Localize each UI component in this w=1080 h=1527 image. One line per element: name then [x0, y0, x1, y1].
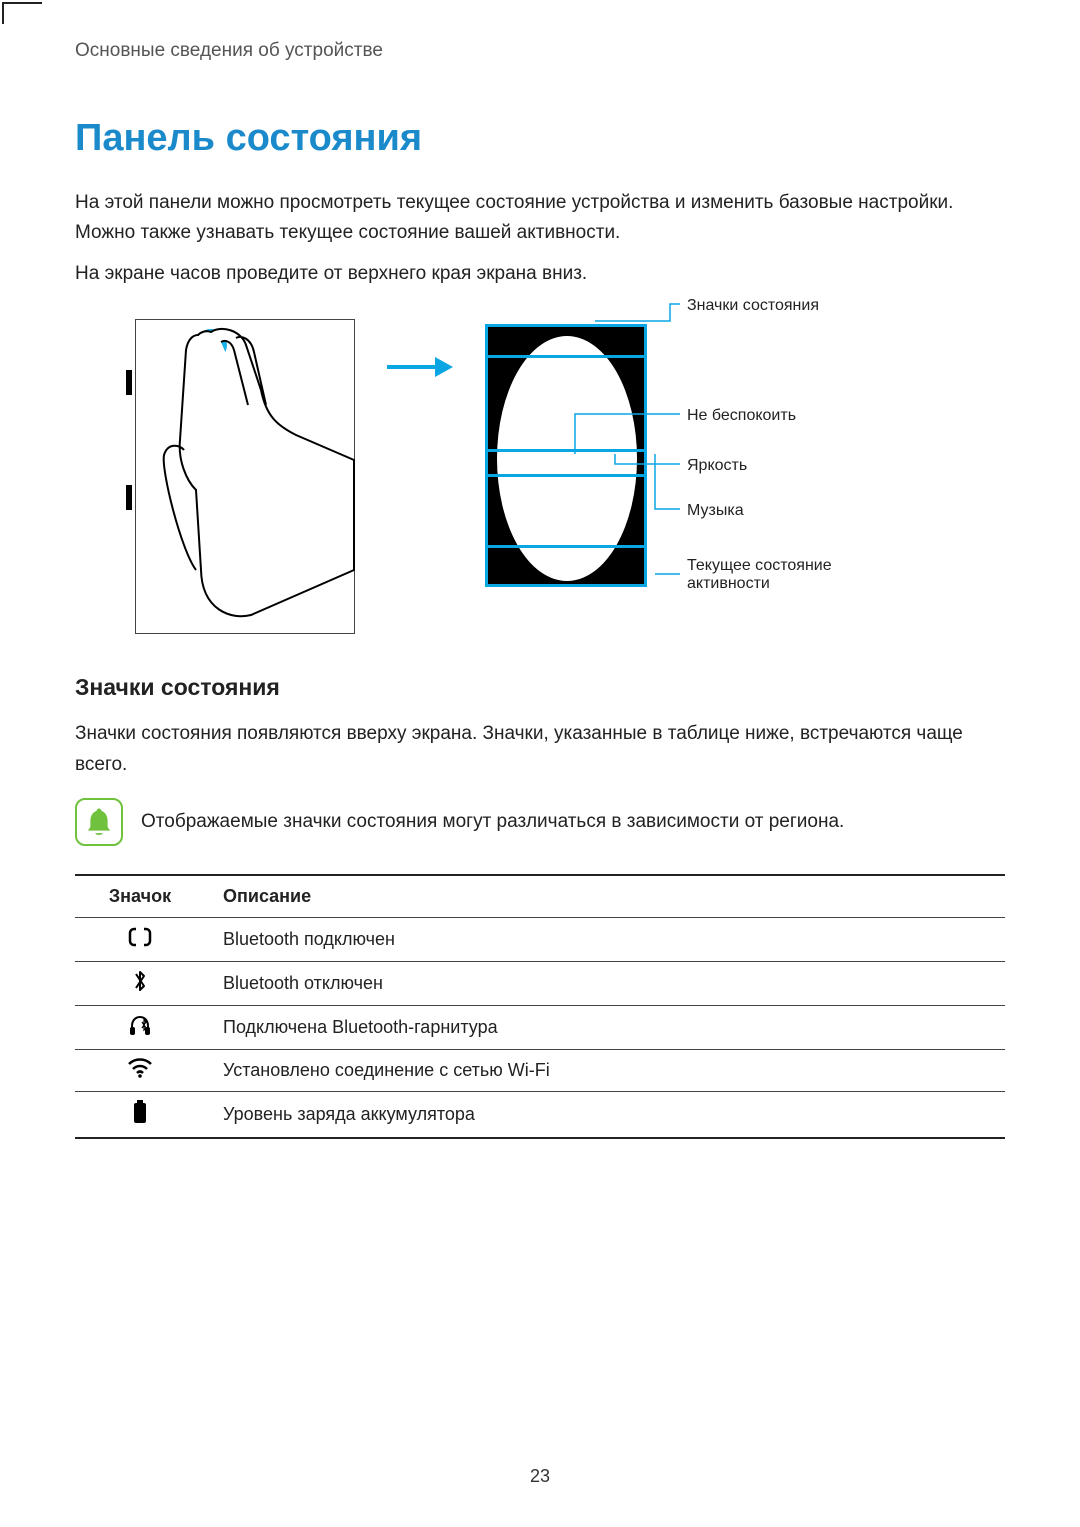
desc-cell: Установлено соединение с сетью Wi-Fi — [205, 1049, 1005, 1091]
connector-lines — [515, 299, 835, 599]
section-heading: Значки состояния — [75, 674, 1005, 701]
side-button-1 — [126, 370, 132, 395]
icon-wifi — [75, 1049, 205, 1091]
desc-cell: Подключена Bluetooth-гарнитура — [205, 1005, 1005, 1049]
table-row: Bluetooth подключен — [75, 917, 1005, 961]
table-header-desc: Описание — [205, 875, 1005, 918]
bell-icon — [75, 798, 123, 846]
label-music: Музыка — [687, 502, 744, 519]
breadcrumb: Основные сведения об устройстве — [75, 40, 1005, 62]
status-icons-table: Значок Описание Bluetooth подключен Blue… — [75, 874, 1005, 1139]
table-header-icon: Значок — [75, 875, 205, 918]
desc-cell: Bluetooth отключен — [205, 961, 1005, 1005]
section-paragraph: Значки состояния появляются вверху экран… — [75, 719, 1005, 780]
note-text: Отображаемые значки состояния могут разл… — [141, 798, 844, 837]
page-title: Панель состояния — [75, 117, 1005, 160]
table-row: Bluetooth отключен — [75, 961, 1005, 1005]
diagram-row: Значки состояния Не беспокоить Яркость М… — [75, 319, 1005, 634]
icon-bluetooth-off — [75, 961, 205, 1005]
icon-battery — [75, 1091, 205, 1138]
intro-paragraph-1: На этой панели можно просмотреть текущее… — [75, 188, 1005, 249]
table-row: Подключена Bluetooth-гарнитура — [75, 1005, 1005, 1049]
icon-bluetooth-headset — [75, 1005, 205, 1049]
label-status-icons: Значки состояния — [687, 297, 819, 314]
watch-swipe-illustration — [135, 319, 355, 634]
note-row: Отображаемые значки состояния могут разл… — [75, 798, 1005, 846]
arrow-right-icon — [385, 354, 455, 380]
label-brightness: Яркость — [687, 457, 747, 474]
page-number: 23 — [0, 1466, 1080, 1487]
hand-swipe-svg — [136, 320, 356, 635]
table-row: Установлено соединение с сетью Wi-Fi — [75, 1049, 1005, 1091]
label-dnd: Не беспокоить — [687, 407, 796, 424]
table-row: Уровень заряда аккумулятора — [75, 1091, 1005, 1138]
side-button-2 — [126, 485, 132, 510]
desc-cell: Bluetooth подключен — [205, 917, 1005, 961]
corner-tick — [2, 2, 42, 24]
intro-paragraph-2: На экране часов проведите от верхнего кр… — [75, 259, 1005, 289]
icon-bluetooth-connected — [75, 917, 205, 961]
label-activity: Текущее состояние активности — [687, 557, 857, 593]
desc-cell: Уровень заряда аккумулятора — [205, 1091, 1005, 1138]
